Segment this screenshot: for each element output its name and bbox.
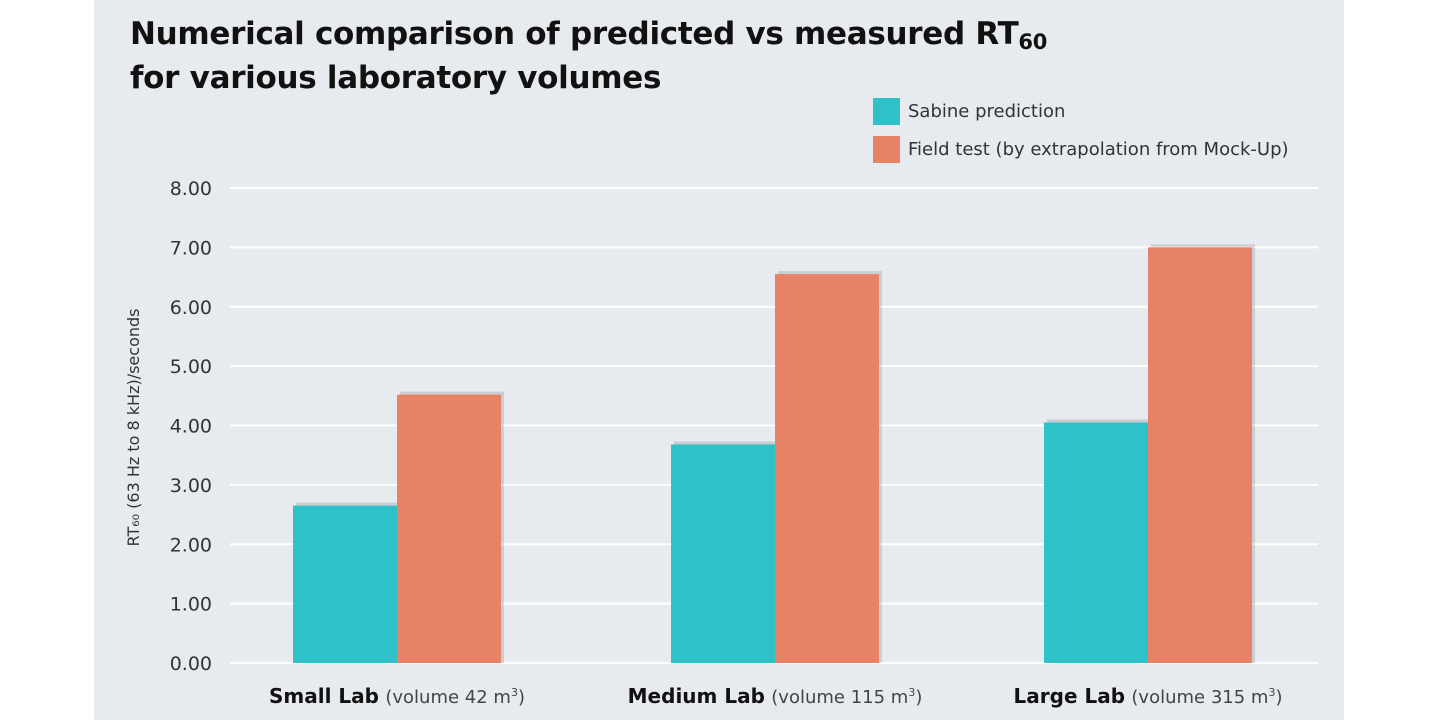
title-main-text: Numerical comparison of predicted vs mea… [130,16,1019,52]
bar-sabine-2 [1044,422,1148,663]
title-line-2: for various laboratory volumes [130,60,662,96]
y-tick-label: 0.00 [170,653,212,675]
legend-swatch-sabine [873,97,900,125]
category-label-medium-lab: Medium Lab (volume 115 m3) [628,684,923,708]
y-tick-label: 1.00 [170,594,212,616]
category-label-large-lab: Large Lab (volume 315 m3) [1014,684,1283,708]
category-name: Medium Lab [627,684,765,708]
category-name: Large Lab [1013,684,1126,708]
y-tick-label: 3.00 [170,475,212,497]
bar-field-test-2 [1148,247,1252,663]
y-tick-label: 4.00 [170,416,212,438]
category-volume: (volume 42 m3) [385,686,525,708]
category-name: Small Lab [269,684,379,708]
legend-label-field-test: Field test (by extrapolation from Mock-U… [908,138,1289,160]
y-tick-label: 5.00 [170,356,212,378]
legend: Sabine prediction Field test (by extrapo… [873,92,1289,168]
bar-field-test-0 [397,394,501,663]
category-label-small-lab: Small Lab (volume 42 m3) [269,684,525,708]
title-line-1: Numerical comparison of predicted vs mea… [130,16,1048,54]
title-subscript: 60 [1018,30,1048,54]
y-tick-label: 8.00 [170,178,212,200]
legend-item-sabine: Sabine prediction [873,92,1289,130]
y-tick-label: 2.00 [170,534,212,556]
legend-swatch-field-test [873,135,900,163]
category-volume: (volume 315 m3) [1131,686,1283,708]
chart-title: Numerical comparison of predicted vs mea… [130,12,1047,100]
bar-sabine-0 [293,505,397,663]
legend-label-sabine: Sabine prediction [908,100,1066,122]
category-volume: (volume 115 m3) [771,686,923,708]
y-tick-label: 6.00 [170,297,212,319]
bar-sabine-1 [671,444,775,663]
y-tick-label: 7.00 [170,237,212,259]
legend-item-field-test: Field test (by extrapolation from Mock-U… [873,130,1289,168]
bar-field-test-1 [775,274,879,663]
y-axis-ticks: 0.00 1.00 2.00 3.00 4.00 5.00 6.00 7.00 8.00 [170,178,212,675]
bars [293,244,1255,663]
y-axis-label: RT₆₀ (63 Hz to 8 kHz)/seconds [124,309,143,547]
